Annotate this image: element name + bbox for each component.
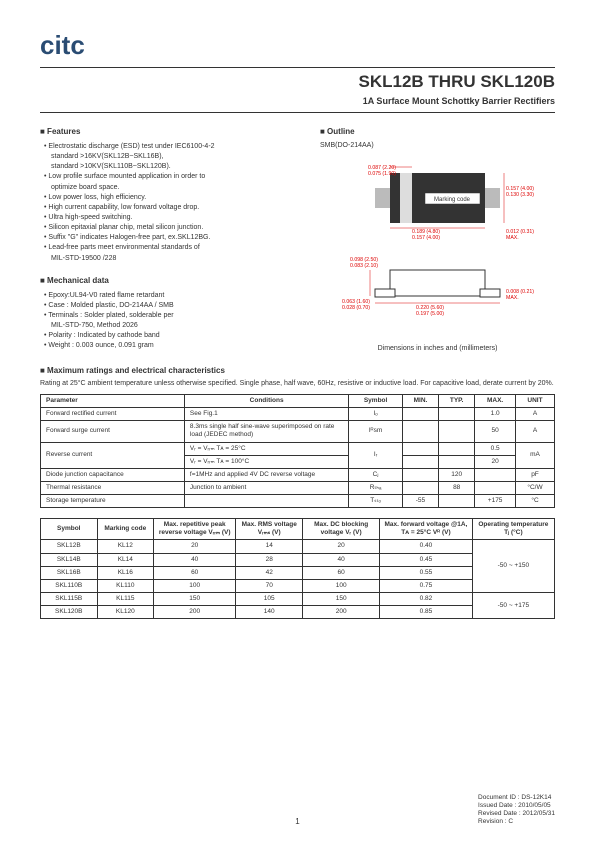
- svg-text:MAX.: MAX.: [506, 235, 519, 241]
- list-item: optimize board space.: [44, 183, 300, 193]
- doc-id: Document ID : DS-12K14: [478, 794, 555, 802]
- list-item: MIL-STD-19500 /228: [44, 254, 300, 264]
- list-item: Ultra high-speed switching.: [44, 213, 300, 223]
- list-item: Weight : 0.003 ounce, 0.091 gram: [44, 341, 300, 351]
- ratings-note: Rating at 25°C ambient temperature unles…: [40, 379, 555, 388]
- list-item: Low profile surface mounted application …: [44, 172, 300, 182]
- revision: Revision : C: [478, 818, 555, 826]
- ratings-heading: ■ Maximum ratings and electrical charact…: [40, 366, 555, 375]
- svg-text:0.157 (4.00): 0.157 (4.00): [412, 235, 440, 241]
- list-item: MIL-STD-750, Method 2026: [44, 321, 300, 331]
- list-item: Epoxy:UL94-V0 rated flame retardant: [44, 291, 300, 301]
- mechanical-list: Epoxy:UL94-V0 rated flame retardantCase …: [44, 291, 300, 352]
- features-list: Electrostatic discharge (ESD) test under…: [44, 142, 300, 264]
- outline-pkg: SMB(DO-214AA): [320, 142, 555, 149]
- list-item: Polarity : Indicated by cathode band: [44, 331, 300, 341]
- revised-date: Revised Date : 2012/05/31: [478, 810, 555, 818]
- page-title: SKL12B THRU SKL120B: [40, 72, 555, 92]
- list-item: High current capability, low forward vol…: [44, 203, 300, 213]
- parts-table: SymbolMarking codeMax. repetitive peak r…: [40, 518, 555, 619]
- footer: Document ID : DS-12K14 Issued Date : 201…: [478, 794, 555, 827]
- list-item: Suffix "G" indicates Halogen-free part, …: [44, 233, 300, 243]
- list-item: Silicon epitaxial planar chip, metal sil…: [44, 223, 300, 233]
- features-heading: ■ Features: [40, 127, 300, 136]
- page-subtitle: 1A Surface Mount Schottky Barrier Rectif…: [40, 96, 555, 106]
- svg-text:0.075 (1.90): 0.075 (1.90): [368, 171, 396, 177]
- svg-text:0.130 (3.30): 0.130 (3.30): [506, 192, 534, 198]
- list-item: Case : Molded plastic, DO-214AA / SMB: [44, 301, 300, 311]
- list-item: standard >10KV(SKL110B~SKL120B).: [44, 162, 300, 172]
- package-diagram: Marking code 0.087 (2.20) 0.075 (1.90) 0…: [320, 155, 550, 335]
- list-item: Terminals : Solder plated, solderable pe…: [44, 311, 300, 321]
- list-item: Electrostatic discharge (ESD) test under…: [44, 142, 300, 152]
- list-item: Low power loss, high efficiency.: [44, 193, 300, 203]
- svg-text:0.083 (2.10): 0.083 (2.10): [350, 263, 378, 269]
- ratings-table: ParameterConditionsSymbolMIN.TYP.MAX.UNI…: [40, 394, 555, 508]
- outline-heading: ■ Outline: [320, 127, 555, 136]
- logo: citc: [40, 30, 555, 61]
- list-item: Lead-free parts meet environmental stand…: [44, 243, 300, 253]
- svg-text:MAX.: MAX.: [506, 295, 519, 301]
- svg-text:Marking code: Marking code: [434, 197, 471, 203]
- svg-text:0.028 (0.70): 0.028 (0.70): [342, 305, 370, 311]
- list-item: standard >16KV(SKL12B~SKL16B),: [44, 152, 300, 162]
- mechanical-heading: ■ Mechanical data: [40, 276, 300, 285]
- dim-caption: Dimensions in inches and (millimeters): [320, 345, 555, 352]
- issued-date: Issued Date : 2010/05/05: [478, 802, 555, 810]
- svg-text:0.197 (5.00): 0.197 (5.00): [416, 311, 444, 317]
